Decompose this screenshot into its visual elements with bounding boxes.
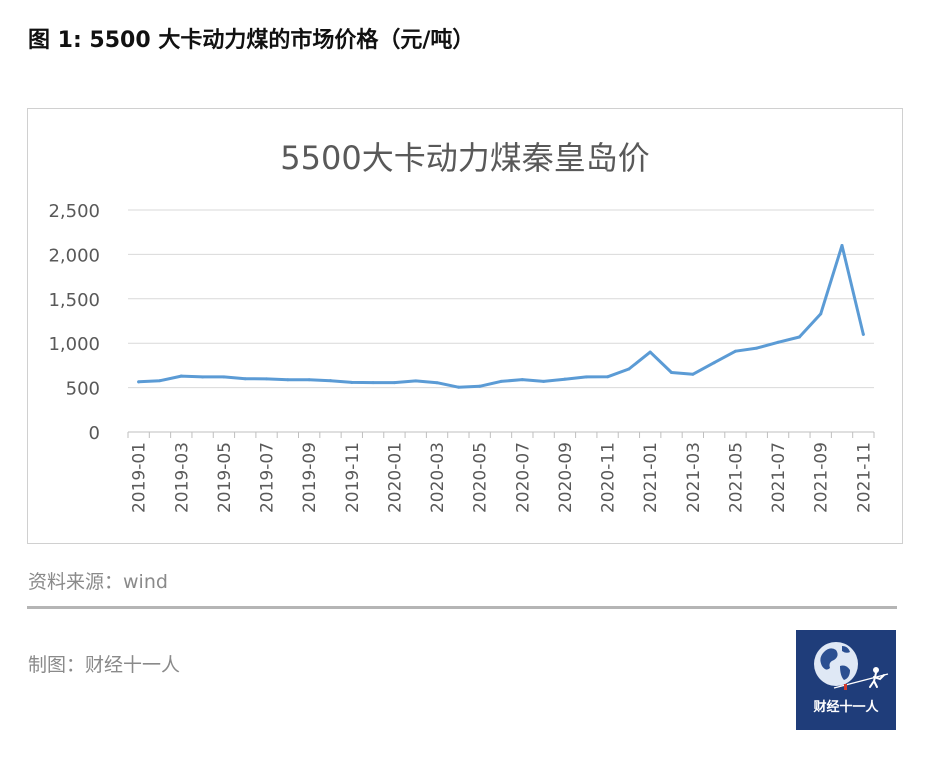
x-tick-label: 2021-03 xyxy=(684,442,704,513)
x-tick-label: 2020-09 xyxy=(556,442,576,513)
x-tick-label: 2020-11 xyxy=(599,442,619,513)
y-tick-label: 2,000 xyxy=(48,245,100,266)
data-point xyxy=(563,377,567,381)
x-tick-label: 2020-07 xyxy=(513,442,533,513)
x-tick-label: 2019-07 xyxy=(258,442,278,513)
x-tick-label: 2020-01 xyxy=(385,442,405,513)
data-point xyxy=(691,372,695,376)
data-point xyxy=(392,381,396,385)
data-point xyxy=(201,375,205,379)
data-point xyxy=(435,381,439,385)
figure-title: 图 1: 5500 大卡动力煤的市场价格（元/吨） xyxy=(28,28,475,53)
data-point xyxy=(733,349,737,353)
data-point xyxy=(478,384,482,388)
data-point xyxy=(712,361,716,365)
gridlines xyxy=(128,209,874,389)
x-tick-label: 2021-09 xyxy=(812,442,832,513)
x-tick-label: 2020-05 xyxy=(471,442,491,513)
x-tick-label: 2019-09 xyxy=(300,442,320,513)
x-axis-ticks: 2019-01 2019-03 2019-05 2019-07 2019-09 2019-… xyxy=(130,442,875,513)
data-point xyxy=(222,375,226,379)
y-axis-ticks: 0 500 1,000 1,500 2,000 2,500 xyxy=(48,201,100,444)
y-tick-label: 1,000 xyxy=(48,334,100,355)
line-chart: 5500大卡动力煤秦皇岛价 0 500 1,000 1,500 2,000 2,500 2… xyxy=(48,139,875,513)
divider xyxy=(27,606,897,609)
y-tick-label: 1,500 xyxy=(48,290,100,311)
x-axis xyxy=(127,431,875,438)
x-tick-label: 2019-05 xyxy=(215,442,235,513)
data-point xyxy=(371,381,375,385)
x-tick-label: 2019-01 xyxy=(130,442,150,513)
data-point xyxy=(627,367,631,371)
data-point xyxy=(456,385,460,389)
chart-title: 5500大卡动力煤秦皇岛价 xyxy=(280,139,649,177)
x-tick-label: 2019-03 xyxy=(172,442,192,513)
data-point xyxy=(520,378,524,382)
data-point xyxy=(328,379,332,383)
data-point xyxy=(584,375,588,379)
data-point xyxy=(137,380,141,384)
logo-text: 财经十一人 xyxy=(813,700,879,715)
data-point xyxy=(499,379,503,383)
y-tick-label: 0 xyxy=(89,423,100,444)
x-tick-label: 2021-07 xyxy=(769,442,789,513)
data-point xyxy=(158,379,162,383)
y-tick-label: 500 xyxy=(66,379,100,400)
data-point xyxy=(840,244,844,248)
data-point xyxy=(542,379,546,383)
data-point xyxy=(776,340,780,344)
data-point xyxy=(861,332,865,336)
data-point xyxy=(414,379,418,383)
chart-container: 5500大卡动力煤秦皇岛价 0 500 1,000 1,500 2,000 2,500 2… xyxy=(27,108,903,544)
data-point xyxy=(755,346,759,350)
data-point xyxy=(819,312,823,316)
x-tick-label: 2021-01 xyxy=(641,442,661,513)
credit-note: 制图：财经十一人 xyxy=(28,654,181,676)
data-point xyxy=(243,377,247,381)
data-point xyxy=(350,380,354,384)
data-point xyxy=(797,335,801,339)
y-tick-label: 2,500 xyxy=(48,201,100,222)
source-note: 资料来源：wind xyxy=(28,571,168,593)
x-tick-label: 2021-11 xyxy=(854,442,874,513)
brand-logo: 财经十一人 xyxy=(796,630,896,730)
data-point xyxy=(286,378,290,382)
data-point xyxy=(179,374,183,378)
data-point xyxy=(265,377,269,381)
data-point xyxy=(670,371,674,375)
x-tick-label: 2020-03 xyxy=(428,442,448,513)
data-point xyxy=(648,350,652,354)
globe-icon xyxy=(814,642,889,690)
x-tick-label: 2021-05 xyxy=(726,442,746,513)
series-layer xyxy=(137,244,865,389)
data-point xyxy=(307,378,311,382)
data-point xyxy=(606,375,610,379)
x-tick-label: 2019-11 xyxy=(343,442,363,513)
series-line xyxy=(137,244,865,389)
